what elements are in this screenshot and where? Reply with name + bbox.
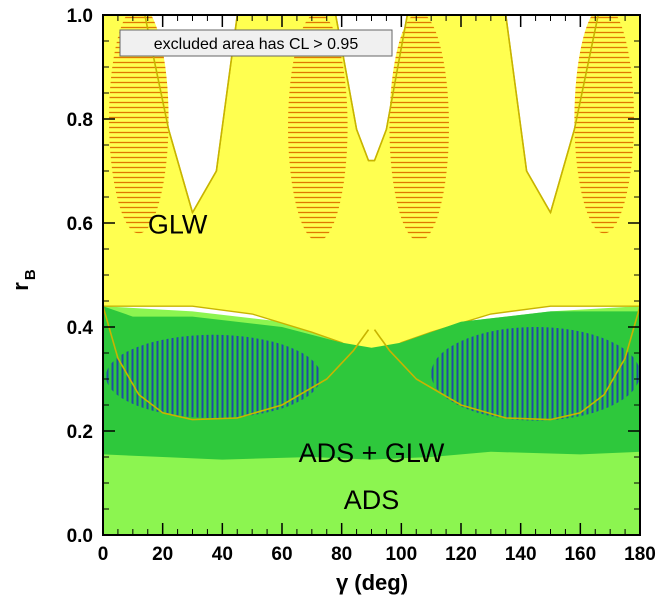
lines-layer	[103, 15, 640, 421]
x-tick-label: 100	[385, 544, 417, 565]
x-tick-label: 0	[98, 544, 109, 565]
svg-text:rB: rB	[8, 269, 39, 291]
contour-glw-edge-2	[334, 15, 409, 162]
y-tick-label: 0.8	[67, 110, 93, 131]
contour-arc-right	[373, 305, 640, 421]
y-axis-title-sub: B	[22, 269, 39, 280]
legend-box: excluded area has CL > 0.95	[119, 29, 393, 57]
x-tick-label: 80	[331, 544, 352, 565]
x-axis-title: γ (deg)	[336, 570, 408, 595]
y-axis-title-main: r	[8, 282, 33, 291]
hatched-glw-core-1	[109, 15, 169, 234]
x-tick-label: 180	[624, 544, 656, 565]
plot-area	[103, 15, 640, 535]
x-tick-label: 20	[152, 544, 173, 565]
y-tick-label: 1.0	[67, 6, 93, 27]
labels-layer: 0 20 40 60 80 100 120 140 160 180 0.0 0.2 0.4 0.6 0.8 1…	[67, 6, 656, 565]
hatched-ads-glw-core-2	[431, 327, 640, 421]
hatched-glw-core-4	[574, 15, 634, 234]
ticks-layer	[102, 14, 641, 536]
legend-text: excluded area has CL > 0.95	[154, 36, 359, 53]
region-label-ads-glw: ADS + GLW	[299, 438, 445, 468]
contour-arc-left	[103, 305, 370, 421]
hatch-layer	[105, 15, 640, 421]
y-axis-title: rB	[8, 269, 39, 291]
hatched-glw-core-3	[389, 15, 449, 242]
hatched-ads-glw-core-1	[105, 334, 321, 418]
region-label-glw: GLW	[148, 209, 208, 239]
x-tick-label: 40	[212, 544, 233, 565]
x-tick-label: 160	[564, 544, 596, 565]
y-tick-label: 0.0	[67, 526, 93, 547]
x-tick-label: 140	[505, 544, 537, 565]
y-tick-label: 0.2	[67, 422, 93, 443]
region-label-ads: ADS	[344, 485, 400, 515]
hatched-glw-core-2	[288, 15, 348, 242]
y-tick-label: 0.6	[67, 214, 93, 235]
y-tick-label: 0.4	[67, 318, 94, 339]
contour-glw-edge-3	[505, 15, 599, 214]
x-tick-label: 120	[445, 544, 477, 565]
x-tick-label: 60	[271, 544, 292, 565]
contour-glw-edge	[144, 15, 239, 214]
